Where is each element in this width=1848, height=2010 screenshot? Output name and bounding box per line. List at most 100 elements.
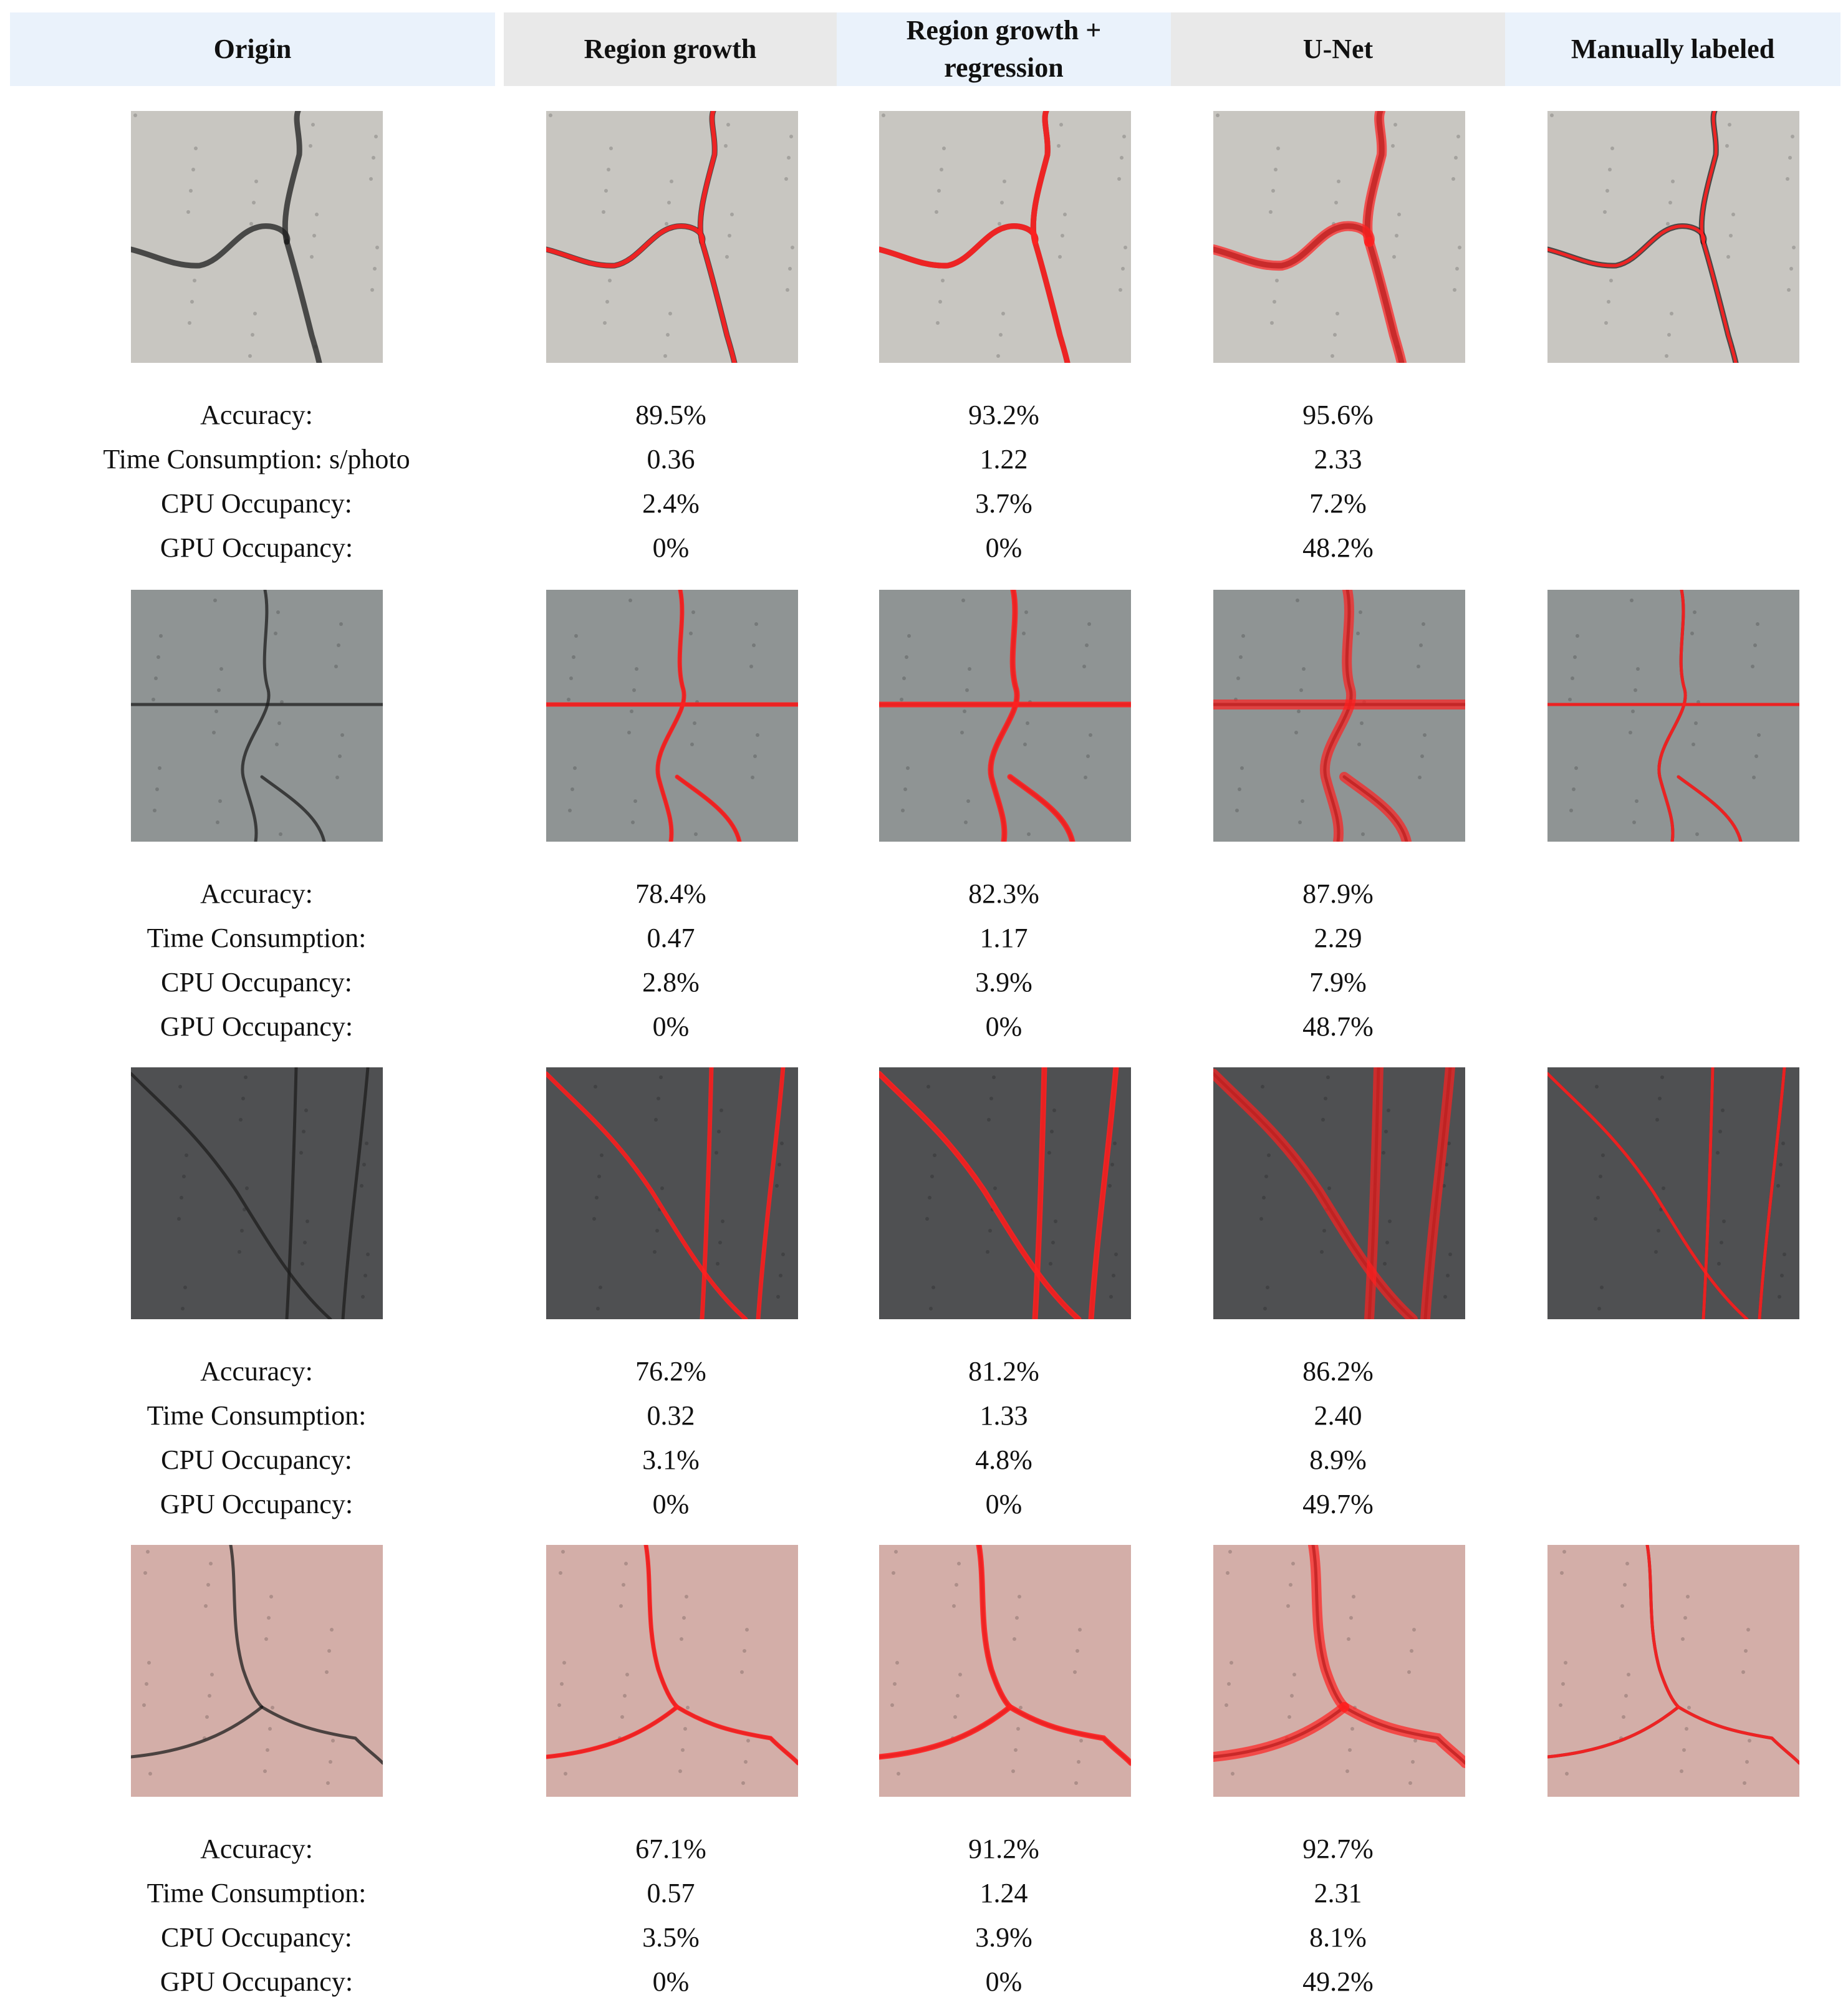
original-image bbox=[131, 1067, 383, 1319]
manual-label-image bbox=[1547, 590, 1799, 842]
region-growth-result bbox=[546, 1545, 798, 1797]
metric-row: CPU Occupancy: 2.4% 3.7% 7.2% bbox=[0, 481, 1848, 526]
region-growth-regression-result bbox=[879, 111, 1131, 363]
metric-label: CPU Occupancy: bbox=[161, 488, 352, 519]
metric-value: 49.2% bbox=[1302, 1966, 1374, 1997]
metric-row: Accuracy: 89.5% 93.2% 95.6% bbox=[0, 393, 1848, 437]
metric-value: 93.2% bbox=[968, 400, 1039, 430]
metric-value: 0.36 bbox=[647, 444, 695, 474]
unet-result bbox=[1213, 111, 1465, 363]
metric-value: 49.7% bbox=[1302, 1489, 1374, 1519]
metric-label: Accuracy: bbox=[200, 1834, 313, 1864]
metric-value: 8.9% bbox=[1309, 1445, 1367, 1475]
metric-row: CPU Occupancy: 3.5% 3.9% 8.1% bbox=[0, 1915, 1848, 1960]
metric-value: 48.7% bbox=[1302, 1011, 1374, 1042]
metric-row: Accuracy: 76.2% 81.2% 86.2% bbox=[0, 1349, 1848, 1393]
metric-row: Time Consumption: 0.57 1.24 2.31 bbox=[0, 1871, 1848, 1915]
column-header-manually-labeled: Manually labeled bbox=[1505, 12, 1841, 86]
metric-row: Time Consumption: 0.32 1.33 2.40 bbox=[0, 1393, 1848, 1438]
metric-value: 2.29 bbox=[1314, 923, 1362, 953]
metric-value: 86.2% bbox=[1302, 1356, 1374, 1387]
metric-value: 0% bbox=[652, 1966, 690, 1997]
manual-label-image bbox=[1547, 1545, 1799, 1797]
metric-row: CPU Occupancy: 3.1% 4.8% 8.9% bbox=[0, 1438, 1848, 1482]
region-growth-regression-result bbox=[879, 1545, 1131, 1797]
metric-value: 3.9% bbox=[975, 1922, 1032, 1953]
column-header-region-growth: Region growth bbox=[504, 12, 837, 86]
metric-value: 0.32 bbox=[647, 1400, 695, 1431]
metric-value: 0% bbox=[652, 532, 690, 563]
metric-value: 89.5% bbox=[635, 400, 706, 430]
region-growth-result bbox=[546, 590, 798, 842]
metric-label: Time Consumption: bbox=[147, 923, 367, 953]
metric-row: CPU Occupancy: 2.8% 3.9% 7.9% bbox=[0, 960, 1848, 1004]
metric-row: GPU Occupancy: 0% 0% 49.2% bbox=[0, 1960, 1848, 2004]
metric-value: 87.9% bbox=[1302, 878, 1374, 909]
metric-label: Time Consumption: s/photo bbox=[103, 444, 410, 474]
metric-value: 0% bbox=[985, 1489, 1023, 1519]
unet-result bbox=[1213, 1067, 1465, 1319]
metric-label: CPU Occupancy: bbox=[161, 967, 352, 998]
metric-value: 48.2% bbox=[1302, 532, 1374, 563]
metric-label: Time Consumption: bbox=[147, 1878, 367, 1908]
manual-label-image bbox=[1547, 1067, 1799, 1319]
metric-value: 7.2% bbox=[1309, 488, 1367, 519]
metric-value: 81.2% bbox=[968, 1356, 1039, 1387]
manual-label-image bbox=[1547, 111, 1799, 363]
metric-value: 92.7% bbox=[1302, 1834, 1374, 1864]
metric-value: 95.6% bbox=[1302, 400, 1374, 430]
metric-value: 8.1% bbox=[1309, 1922, 1367, 1953]
metric-value: 91.2% bbox=[968, 1834, 1039, 1864]
metric-value: 78.4% bbox=[635, 878, 706, 909]
metric-value: 1.17 bbox=[979, 923, 1028, 953]
metric-value: 2.8% bbox=[642, 967, 700, 998]
column-header-origin: Origin bbox=[10, 12, 495, 86]
metric-value: 67.1% bbox=[635, 1834, 706, 1864]
metric-value: 0.57 bbox=[647, 1878, 695, 1908]
metric-label: GPU Occupancy: bbox=[160, 1489, 354, 1519]
metric-label: CPU Occupancy: bbox=[161, 1445, 352, 1475]
metric-value: 3.7% bbox=[975, 488, 1032, 519]
metric-value: 0% bbox=[652, 1489, 690, 1519]
region-growth-regression-result bbox=[879, 590, 1131, 842]
original-image bbox=[131, 111, 383, 363]
metric-value: 0% bbox=[652, 1011, 690, 1042]
unet-result bbox=[1213, 1545, 1465, 1797]
metric-value: 1.24 bbox=[979, 1878, 1028, 1908]
metric-label: Accuracy: bbox=[200, 1356, 313, 1387]
metric-value: 3.5% bbox=[642, 1922, 700, 1953]
original-image bbox=[131, 590, 383, 842]
metric-label: CPU Occupancy: bbox=[161, 1922, 352, 1953]
metric-label: GPU Occupancy: bbox=[160, 1966, 354, 1997]
metric-value: 0% bbox=[985, 1966, 1023, 1997]
metric-row: Accuracy: 67.1% 91.2% 92.7% bbox=[0, 1827, 1848, 1871]
metric-value: 76.2% bbox=[635, 1356, 706, 1387]
metric-label: Accuracy: bbox=[200, 400, 313, 430]
metric-value: 1.33 bbox=[979, 1400, 1028, 1431]
metric-row: GPU Occupancy: 0% 0% 48.2% bbox=[0, 526, 1848, 570]
metric-value: 0.47 bbox=[647, 923, 695, 953]
region-growth-result bbox=[546, 111, 798, 363]
region-growth-regression-result bbox=[879, 1067, 1131, 1319]
metric-row: Accuracy: 78.4% 82.3% 87.9% bbox=[0, 872, 1848, 916]
metric-value: 2.31 bbox=[1314, 1878, 1362, 1908]
metric-label: GPU Occupancy: bbox=[160, 532, 354, 563]
metric-row: GPU Occupancy: 0% 0% 48.7% bbox=[0, 1004, 1848, 1049]
metric-value: 0% bbox=[985, 1011, 1023, 1042]
metric-value: 3.1% bbox=[642, 1445, 700, 1475]
metric-value: 2.40 bbox=[1314, 1400, 1362, 1431]
metric-value: 2.33 bbox=[1314, 444, 1362, 474]
metric-label: Accuracy: bbox=[200, 878, 313, 909]
column-header-region-growth-regression: Region growth + regression bbox=[837, 12, 1171, 86]
region-growth-result bbox=[546, 1067, 798, 1319]
original-image bbox=[131, 1545, 383, 1797]
metric-row: GPU Occupancy: 0% 0% 49.7% bbox=[0, 1482, 1848, 1526]
unet-result bbox=[1213, 590, 1465, 842]
metric-value: 82.3% bbox=[968, 878, 1039, 909]
metric-value: 7.9% bbox=[1309, 967, 1367, 998]
metric-label: Time Consumption: bbox=[147, 1400, 367, 1431]
metric-row: Time Consumption: 0.47 1.17 2.29 bbox=[0, 916, 1848, 960]
metric-label: GPU Occupancy: bbox=[160, 1011, 354, 1042]
metric-value: 3.9% bbox=[975, 967, 1032, 998]
metric-row: Time Consumption: s/photo 0.36 1.22 2.33 bbox=[0, 437, 1848, 481]
